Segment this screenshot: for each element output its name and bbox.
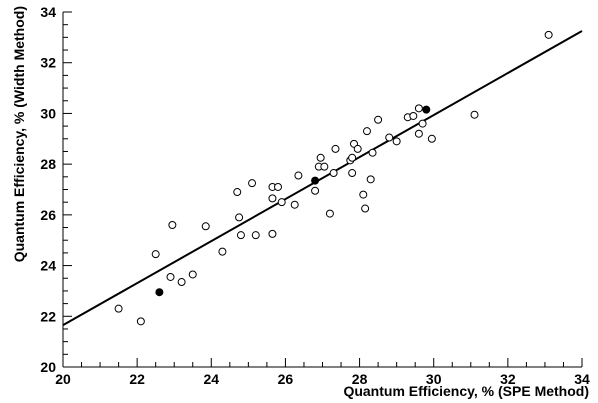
open-data-point xyxy=(320,162,329,171)
fit-line xyxy=(62,30,583,327)
y-tick-label: 32 xyxy=(40,55,56,71)
x-tick-label: 28 xyxy=(352,371,368,387)
open-data-point xyxy=(268,229,277,238)
y-tick-label: 22 xyxy=(40,308,56,324)
y-tick-label: 30 xyxy=(40,105,56,121)
open-data-point xyxy=(251,231,260,240)
open-data-point xyxy=(188,270,197,279)
y-tick-label: 24 xyxy=(40,258,56,274)
filled-data-point xyxy=(155,288,164,297)
y-tick-label: 20 xyxy=(40,359,56,375)
open-data-point xyxy=(177,278,186,287)
open-data-point xyxy=(151,250,160,259)
open-data-point xyxy=(166,272,175,281)
open-data-point xyxy=(359,190,368,199)
open-data-point xyxy=(418,119,427,128)
x-tick-label: 22 xyxy=(129,371,145,387)
open-data-point xyxy=(361,204,370,213)
x-tick-label: 34 xyxy=(574,371,590,387)
open-data-point xyxy=(236,231,245,240)
open-data-point xyxy=(348,153,357,162)
open-data-point xyxy=(235,213,244,222)
open-data-point xyxy=(277,198,286,207)
open-data-point xyxy=(414,129,423,138)
open-data-point xyxy=(268,194,277,203)
open-data-point xyxy=(136,317,145,326)
open-data-point xyxy=(374,115,383,124)
x-axis-ticks: 20 22 24 26 28 30 32 34 xyxy=(55,358,590,387)
y-axis-ticks: 20 22 24 26 28 30 32 34 xyxy=(40,4,72,375)
filled-data-point xyxy=(311,176,320,185)
open-data-point xyxy=(331,144,340,153)
open-data-point xyxy=(544,30,553,39)
open-data-point xyxy=(311,186,320,195)
plot-area: 20 22 24 26 28 30 32 34 20 22 24 26 28 30 32 34 xyxy=(40,4,590,387)
open-data-point xyxy=(409,111,418,120)
open-data-point xyxy=(427,134,436,143)
open-data-point xyxy=(362,127,371,136)
open-data-point xyxy=(348,169,357,178)
x-tick-label: 20 xyxy=(55,371,71,387)
open-data-point xyxy=(218,247,227,256)
open-data-point xyxy=(168,221,177,229)
open-data-point xyxy=(274,182,283,191)
open-data-point xyxy=(290,200,299,209)
open-data-point xyxy=(201,222,210,231)
open-data-point xyxy=(248,179,257,188)
x-axis-title: Quantum Efficiency, % (SPE Method) xyxy=(343,383,589,399)
y-axis-title: Quantum Efficiency, % (Width Method) xyxy=(11,6,27,262)
open-data-point xyxy=(414,104,423,113)
y-tick-label: 26 xyxy=(40,207,56,223)
open-data-point xyxy=(325,209,334,218)
open-data-point xyxy=(329,169,338,178)
open-data-point xyxy=(316,153,325,162)
x-tick-label: 30 xyxy=(426,371,442,387)
open-data-point xyxy=(233,188,242,197)
y-tick-label: 34 xyxy=(40,4,56,20)
open-data-point xyxy=(366,175,375,184)
open-data-point xyxy=(470,110,479,119)
data-points xyxy=(114,30,553,326)
open-data-point xyxy=(368,148,377,157)
open-data-point xyxy=(353,144,362,153)
open-data-point xyxy=(294,171,303,180)
open-data-point xyxy=(385,133,394,142)
open-data-point xyxy=(392,137,401,146)
filled-data-point xyxy=(422,105,431,114)
y-tick-label: 28 xyxy=(40,156,56,172)
x-tick-label: 24 xyxy=(203,371,219,387)
open-data-point xyxy=(114,304,123,313)
x-tick-label: 26 xyxy=(278,371,294,387)
x-tick-label: 32 xyxy=(500,371,516,387)
